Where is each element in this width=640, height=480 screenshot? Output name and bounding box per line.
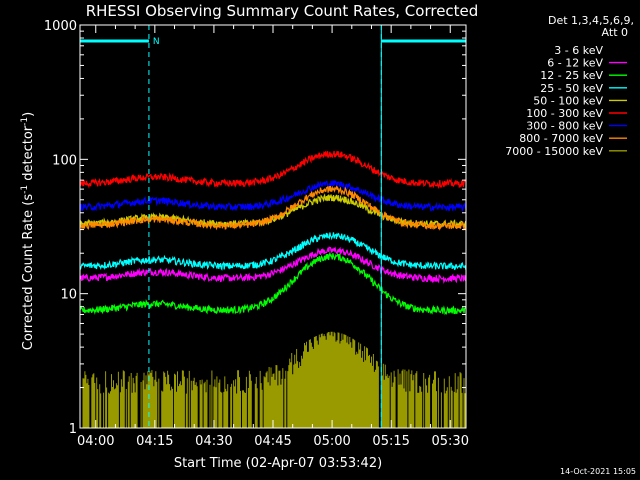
series-line-6 — [79, 179, 467, 213]
x-axis-label: Start Time (02-Apr-07 03:53:42) — [174, 456, 382, 471]
series-line-1 — [79, 246, 467, 284]
legend-header-line2: Att 0 — [602, 26, 628, 39]
legend-label-2: 12 - 25 keV — [540, 69, 603, 82]
series-line-5 — [79, 150, 466, 190]
legend-label-6: 300 - 800 keV — [526, 120, 603, 133]
legend-label-3: 25 - 50 keV — [540, 82, 603, 95]
y-tick-label-3: 1000 — [44, 19, 77, 34]
y-axis-label-sup1: -1 — [20, 185, 30, 194]
series-line-8 — [82, 331, 466, 428]
x-tick-label-6: 05:30 — [432, 434, 469, 449]
series-layer — [79, 150, 467, 428]
legend-label-7: 800 - 7000 keV — [519, 132, 603, 145]
legend-label-0: 3 - 6 keV — [554, 44, 603, 57]
y-tick-label-2: 100 — [52, 153, 77, 168]
chart-title: RHESSI Observing Summary Count Rates, Co… — [86, 2, 479, 20]
x-tick-label-1: 04:15 — [136, 434, 173, 449]
legend-label-8: 7000 - 15000 keV — [505, 145, 603, 158]
legend-label-5: 100 - 300 keV — [526, 107, 603, 120]
y-tick-label-1: 10 — [60, 288, 77, 303]
y-axis-label-sup2: -1 — [20, 117, 30, 126]
night-markers: N — [80, 25, 466, 428]
y-axis-label-a: Corrected Count Rate (s — [21, 194, 36, 351]
axes: 04:00 04:15 04:30 04:45 05:00 05:15 05:30 1 10 10… — [44, 19, 469, 449]
x-tick-label-2: 04:30 — [195, 434, 232, 449]
footer-date: 14-Oct-2021 15:05 — [560, 467, 636, 476]
series-line-3 — [79, 232, 467, 271]
legend-label-1: 6 - 12 keV — [547, 57, 603, 70]
legend-label-4: 50 - 100 keV — [533, 94, 603, 107]
y-axis-label: Corrected Count Rate (s-1 detector-1) — [20, 112, 36, 350]
saa-marker-label: N — [153, 37, 160, 47]
plot-frame — [79, 24, 467, 429]
y-axis-label-c: ) — [21, 112, 36, 117]
plot-background — [80, 25, 466, 428]
legend-header-line1: Det 1,3,4,5,6,9, — [548, 14, 634, 27]
x-tick-label-3: 04:45 — [254, 434, 291, 449]
x-tick-label-5: 05:15 — [372, 434, 409, 449]
series-line-0 — [79, 271, 467, 351]
series-line-2 — [79, 251, 467, 316]
series-line-7 — [79, 185, 467, 231]
x-tick-label-4: 05:00 — [313, 434, 350, 449]
x-tick-label-0: 04:00 — [77, 434, 114, 449]
series-line-4 — [79, 193, 467, 229]
plot-area — [80, 25, 466, 428]
y-tick-label-0: 1 — [69, 422, 77, 437]
y-axis-label-b: detector — [21, 125, 36, 185]
